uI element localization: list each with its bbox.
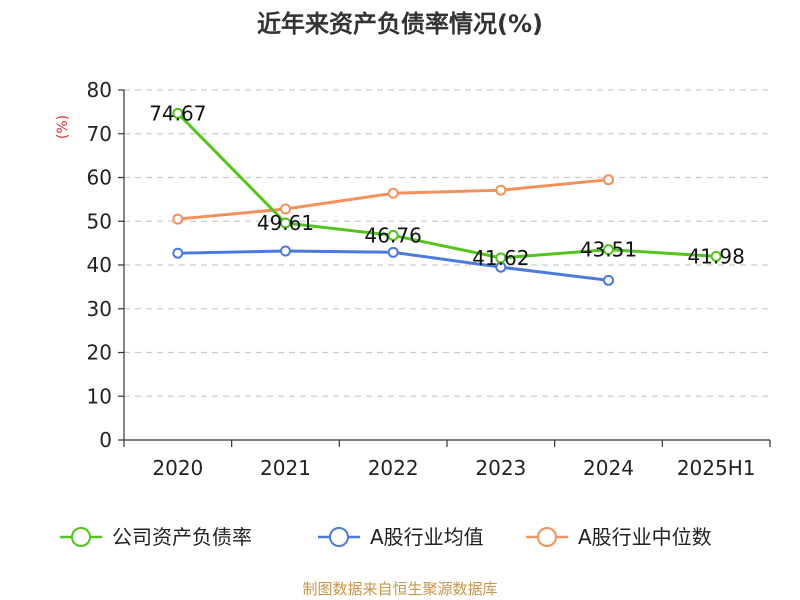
data-point xyxy=(495,184,507,196)
data-point xyxy=(280,203,291,215)
legend-label: A股行业中位数 xyxy=(578,525,712,549)
data-labels: 74.67 49.61 46.76 41.62 43.51 41.98 xyxy=(149,101,745,270)
x-tick-label: 2021 xyxy=(260,456,311,480)
legend: 公司资产负债率 A股行业均值 A股行业中位数 xyxy=(60,525,712,549)
y-tick-label: 20 xyxy=(87,341,112,365)
data-point xyxy=(387,246,399,258)
y-tick-label: 10 xyxy=(87,384,112,408)
data-point xyxy=(387,187,399,199)
data-label: 49.61 xyxy=(257,211,314,235)
legend-label: A股行业均值 xyxy=(370,525,484,549)
legend-marker xyxy=(329,527,349,547)
data-label: 41.98 xyxy=(688,244,745,268)
data-point xyxy=(172,107,184,119)
data-point xyxy=(172,247,184,259)
data-label: 46.76 xyxy=(365,223,422,247)
axes: 0 10 20 30 40 50 60 70 80 2020 2021 2022 2023 2024 202… xyxy=(87,78,771,480)
legend-marker xyxy=(537,527,557,547)
y-tick-label: 40 xyxy=(87,253,112,277)
data-point xyxy=(603,244,614,256)
x-tick-label: 2025H1 xyxy=(677,456,756,480)
x-tick-label: 2024 xyxy=(583,456,634,480)
legend-label: 公司资产负债率 xyxy=(112,525,252,549)
data-point xyxy=(710,250,722,262)
data-label: 43.51 xyxy=(580,238,637,262)
y-tick-label: 80 xyxy=(87,78,112,102)
data-point xyxy=(603,274,614,286)
data-point xyxy=(603,174,614,186)
gridlines xyxy=(124,89,770,397)
data-point xyxy=(172,213,184,225)
data-point xyxy=(280,217,291,229)
source-note: 制图数据来自恒生聚源数据库 xyxy=(302,580,497,598)
y-axis-label: (%) xyxy=(55,115,71,139)
y-tick-label: 50 xyxy=(87,209,112,233)
series-line-2 xyxy=(177,178,609,221)
y-tick-label: 0 xyxy=(99,428,112,452)
data-label: 41.62 xyxy=(472,246,529,270)
data-point xyxy=(280,245,291,257)
x-tick-label: 2020 xyxy=(152,456,203,480)
x-tick-label: 2023 xyxy=(475,456,526,480)
data-point xyxy=(495,252,507,264)
series-group xyxy=(172,107,722,286)
x-tick-label: 2022 xyxy=(368,456,419,480)
chart-title: 近年来资产负债率情况(%) xyxy=(257,10,543,38)
y-tick-label: 70 xyxy=(87,122,112,146)
y-tick-label: 60 xyxy=(87,166,112,190)
y-tick-label: 30 xyxy=(87,297,112,321)
data-label: 74.67 xyxy=(149,101,206,125)
data-point xyxy=(387,229,399,241)
series-line-0 xyxy=(176,112,717,260)
legend-marker xyxy=(71,527,91,547)
